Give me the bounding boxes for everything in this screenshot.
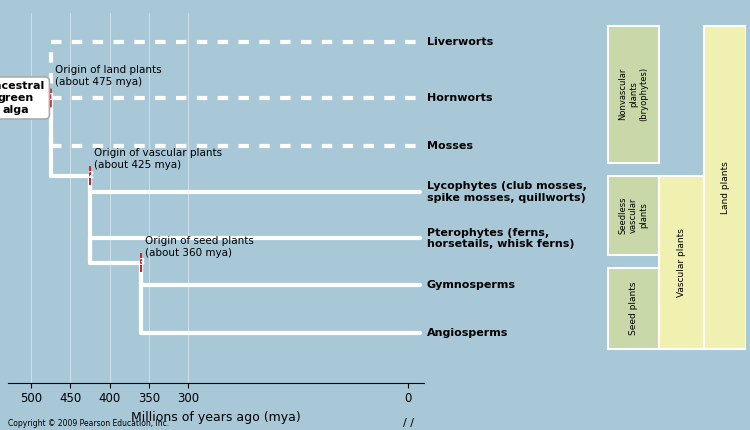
Text: Pterophytes (ferns,
horsetails, whisk ferns): Pterophytes (ferns, horsetails, whisk fe… xyxy=(427,227,574,249)
Text: 2: 2 xyxy=(87,171,93,180)
Bar xyxy=(608,268,659,350)
Text: Hornworts: Hornworts xyxy=(427,93,493,103)
Text: Vascular plants: Vascular plants xyxy=(677,228,686,297)
Text: Origin of vascular plants
(about 425 mya): Origin of vascular plants (about 425 mya… xyxy=(94,148,222,170)
Text: Land plants: Land plants xyxy=(721,161,730,214)
Text: Seedless
vascular
plants: Seedless vascular plants xyxy=(619,197,648,234)
Text: 1: 1 xyxy=(47,93,54,102)
X-axis label: Millions of years ago (mya): Millions of years ago (mya) xyxy=(130,411,301,424)
Text: Angiosperms: Angiosperms xyxy=(427,328,508,338)
Text: Seed plants: Seed plants xyxy=(628,282,638,335)
Text: Liverworts: Liverworts xyxy=(427,37,494,47)
Text: Gymnosperms: Gymnosperms xyxy=(427,280,516,290)
Text: 3: 3 xyxy=(138,258,144,267)
Text: Lycophytes (club mosses,
spike mosses, quillworts): Lycophytes (club mosses, spike mosses, q… xyxy=(427,181,586,203)
Bar xyxy=(608,175,659,255)
Text: Mosses: Mosses xyxy=(427,141,473,151)
Text: Copyright © 2009 Pearson Education, Inc.: Copyright © 2009 Pearson Education, Inc. xyxy=(8,419,169,428)
Bar xyxy=(608,26,659,163)
Text: Ancestral
green
alga: Ancestral green alga xyxy=(0,81,45,114)
Bar xyxy=(659,175,704,350)
Bar xyxy=(704,26,746,350)
Text: Origin of seed plants
(about 360 mya): Origin of seed plants (about 360 mya) xyxy=(145,237,254,258)
Text: Nonvascular
plants
(bryophytes): Nonvascular plants (bryophytes) xyxy=(619,67,648,121)
Text: / /: / / xyxy=(403,418,413,428)
Text: Origin of land plants
(about 475 mya): Origin of land plants (about 475 mya) xyxy=(55,65,161,87)
